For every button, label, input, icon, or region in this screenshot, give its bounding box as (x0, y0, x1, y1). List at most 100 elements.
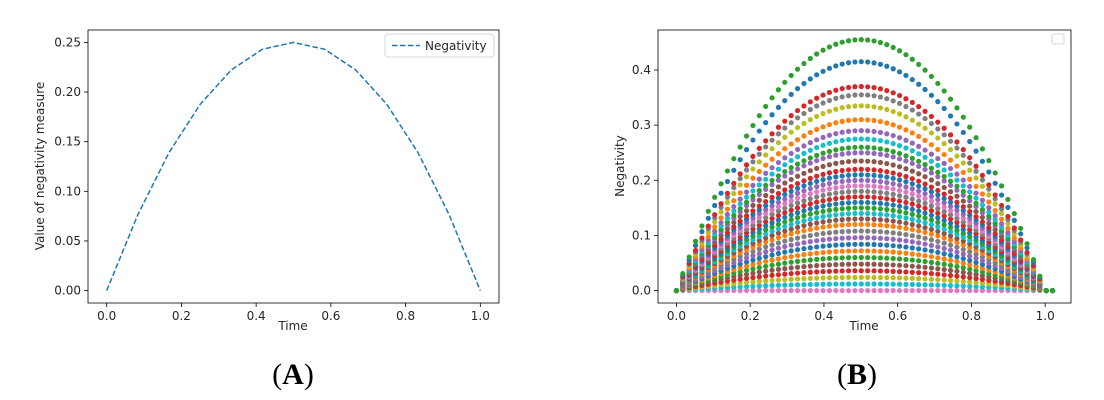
chart-b-point (865, 235, 871, 241)
chart-b-point (909, 216, 915, 222)
chart-b-point (814, 263, 820, 269)
chart-b-point (807, 232, 813, 239)
chart-b-point (724, 168, 731, 174)
chart-b-point (782, 187, 788, 193)
chart-b-point (909, 275, 915, 281)
chart-b-point (916, 111, 922, 117)
chart-b-point (763, 192, 769, 199)
chart-b-point (871, 205, 877, 211)
chart-b-point (763, 152, 769, 158)
chart-b-point (814, 184, 820, 190)
chart-b-point (743, 182, 750, 188)
chart-b-point (801, 60, 807, 67)
chart-b-point (820, 124, 826, 130)
chart-b-point (750, 222, 756, 228)
chart-b-point (763, 278, 769, 284)
chart-b-point (699, 235, 705, 241)
chart-b-point (833, 174, 839, 180)
chart-b-xtick-label: 0.2 (741, 309, 760, 323)
chart-b-point (947, 182, 954, 188)
chart-b-point (890, 122, 896, 128)
chart-b-point (928, 282, 935, 288)
chart-b-point (960, 160, 966, 166)
chart-b-point (973, 279, 979, 286)
chart-b-point (743, 259, 750, 265)
chart-b-point (871, 172, 877, 178)
chart-b-point (858, 150, 864, 156)
chart-b-point (928, 130, 935, 136)
chart-b-point (845, 261, 852, 267)
chart-b-point (877, 189, 884, 196)
chart-b-point (775, 104, 782, 110)
chart-b-point (1005, 196, 1011, 203)
chart-b-point (743, 279, 750, 286)
chart-b-point (775, 230, 782, 236)
chart-b-point (865, 158, 871, 164)
chart-b-point (756, 159, 762, 165)
chart-b-point (807, 117, 813, 123)
chart-b-point (750, 253, 756, 259)
chart-b-point (896, 172, 903, 178)
chart-b-point (705, 208, 711, 214)
chart-b-point (941, 125, 947, 131)
chart-b-point (941, 251, 947, 257)
chart-b-point (967, 279, 973, 285)
chart-b-point (852, 194, 858, 200)
chart-b-point (922, 247, 928, 253)
chart-b-point (763, 138, 769, 144)
chart-b-point (839, 268, 845, 274)
chart-b-point (807, 206, 813, 212)
chart-b-point (782, 223, 788, 230)
chart-b-point (909, 239, 915, 245)
chart-b-point (1024, 245, 1030, 251)
chart-b-point (833, 130, 839, 137)
chart-b-point (794, 252, 801, 259)
chart-b-point (871, 128, 877, 135)
chart-b-point (954, 145, 960, 151)
chart-b-ytick-label: 0.3 (632, 118, 651, 132)
chart-b-point (922, 241, 928, 247)
chart-b-point (852, 188, 858, 195)
chart-b-point (896, 164, 903, 170)
chart-b-point (922, 276, 928, 282)
chart-a-xtick-label: 0.4 (247, 309, 266, 323)
chart-b-point (794, 137, 801, 143)
chart-b-point (967, 189, 973, 195)
chart-b-point (916, 252, 922, 258)
chart-b-point (947, 172, 954, 178)
chart-b-point (890, 268, 896, 274)
chart-b-point (909, 263, 915, 269)
chart-b-point (750, 137, 756, 143)
chart-b-point (890, 236, 896, 242)
chart-b-point (998, 202, 1005, 209)
chart-b-point (737, 287, 743, 294)
chart-b-point (884, 174, 890, 180)
chart-b-point (865, 188, 871, 195)
chart-b-point (877, 138, 884, 144)
chart-b-point (737, 190, 743, 196)
chart-b-point (845, 222, 852, 228)
chart-b-point (967, 138, 973, 145)
chart-b-point (756, 207, 762, 213)
chart-b-point (916, 203, 922, 209)
chart-b-point (896, 69, 903, 75)
chart-b-point (826, 180, 833, 187)
chart-b-point (954, 171, 960, 177)
chart-b-point (769, 146, 775, 152)
chart-b-point (947, 157, 954, 163)
chart-b-point (756, 197, 762, 203)
chart-b-point (1005, 213, 1011, 220)
chart-b-point (852, 166, 858, 172)
chart-b-point (782, 180, 788, 186)
chart-b-point (794, 146, 801, 153)
chart-b-point (979, 158, 986, 164)
chart-b-point (909, 281, 915, 288)
chart-b-point (763, 198, 769, 205)
chart-b-point (833, 190, 839, 196)
chart-b-point (763, 223, 769, 229)
chart-b-point (686, 254, 692, 260)
chart-b-point (941, 245, 947, 252)
chart-b-point (896, 92, 903, 99)
chart-b-point (737, 196, 743, 202)
chart-a-series-line (105, 41, 482, 291)
